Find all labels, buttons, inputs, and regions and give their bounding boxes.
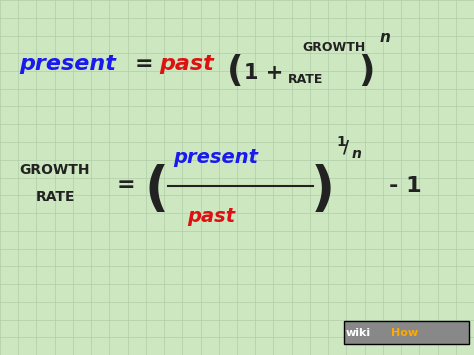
Text: RATE: RATE — [36, 190, 75, 204]
Text: How: How — [391, 328, 418, 338]
Text: GROWTH: GROWTH — [19, 163, 90, 178]
Text: ): ) — [358, 54, 374, 88]
Text: GROWTH: GROWTH — [302, 42, 365, 54]
Text: n: n — [352, 147, 362, 162]
Text: =: = — [116, 175, 135, 195]
Text: /: / — [343, 138, 349, 156]
Text: RATE: RATE — [288, 73, 323, 86]
Text: n: n — [379, 30, 390, 45]
FancyBboxPatch shape — [344, 321, 469, 344]
Text: present: present — [19, 54, 116, 74]
Text: present: present — [173, 148, 258, 168]
Text: (: ( — [145, 164, 169, 216]
Text: past: past — [159, 54, 214, 74]
Text: ): ) — [310, 164, 335, 216]
Text: (: ( — [227, 54, 243, 88]
Text: 1 +: 1 + — [244, 63, 283, 83]
Text: past: past — [187, 207, 236, 226]
Text: wiki: wiki — [346, 328, 371, 338]
Text: - 1: - 1 — [389, 176, 421, 196]
Text: 1: 1 — [337, 135, 346, 149]
Text: =: = — [135, 54, 154, 74]
